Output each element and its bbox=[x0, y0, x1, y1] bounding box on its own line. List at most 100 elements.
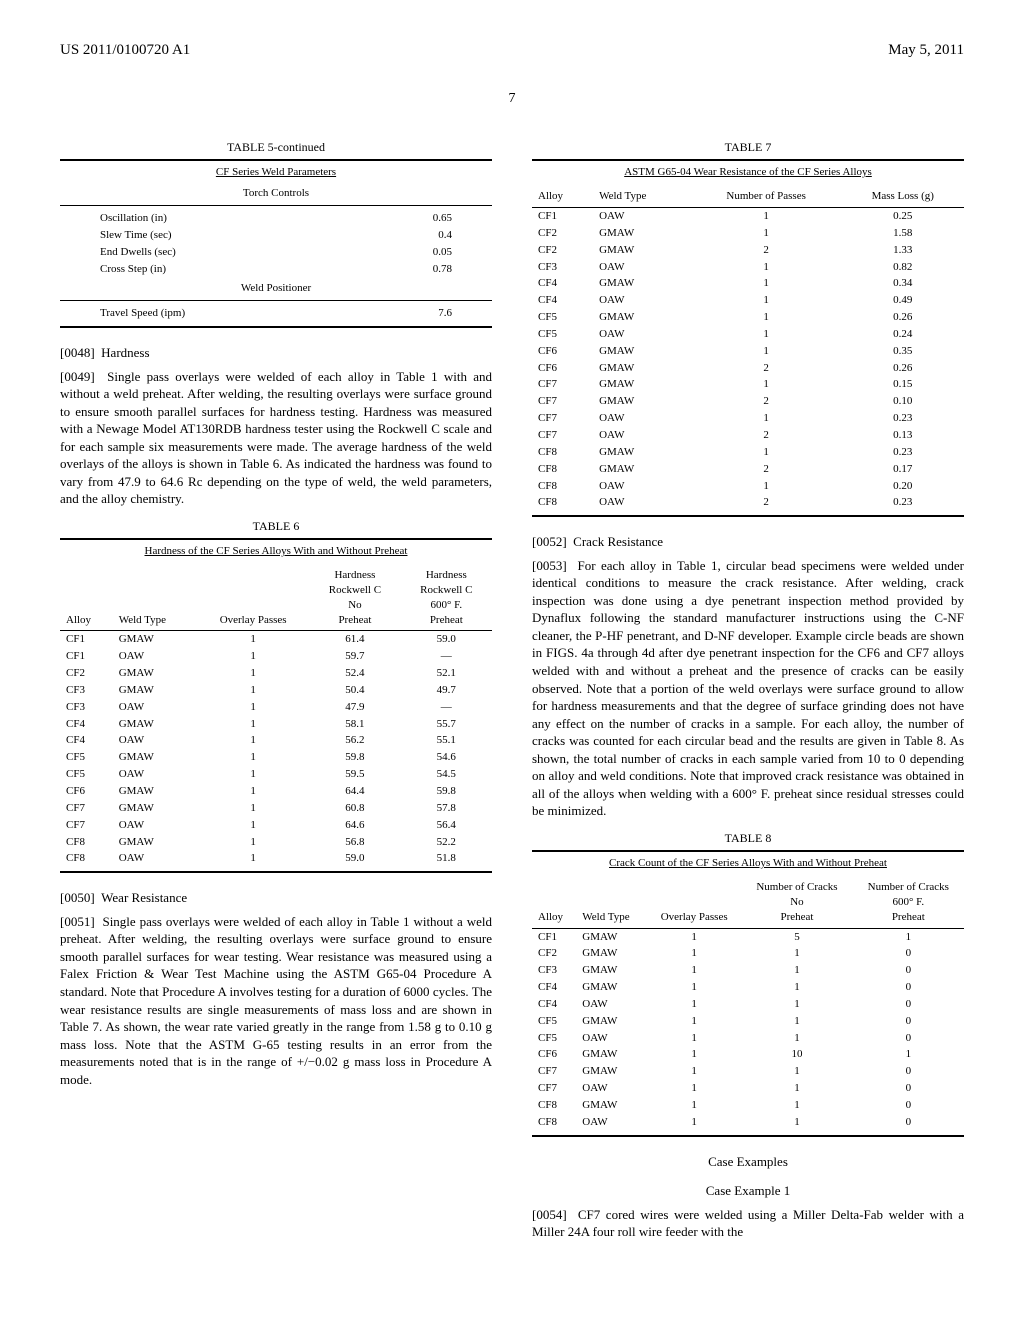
cell: OAW bbox=[576, 1114, 647, 1131]
cell: CF7 bbox=[532, 1080, 576, 1097]
cell: 1 bbox=[647, 979, 741, 996]
cell: 2 bbox=[691, 494, 842, 511]
column-number: 7 bbox=[60, 90, 964, 109]
cell: 0.35 bbox=[841, 343, 964, 360]
cell: CF1 bbox=[60, 648, 113, 665]
cell: CF3 bbox=[532, 259, 593, 276]
cell: 1 bbox=[197, 648, 309, 665]
cell: GMAW bbox=[593, 376, 691, 393]
cell: 0 bbox=[853, 1097, 964, 1114]
cell: GMAW bbox=[576, 979, 647, 996]
cell: 1 bbox=[741, 945, 852, 962]
table-row: CF6GMAW164.459.8 bbox=[60, 783, 492, 800]
cell: GMAW bbox=[576, 962, 647, 979]
cell: 56.4 bbox=[401, 817, 492, 834]
table-row: CF7GMAW110 bbox=[532, 1063, 964, 1080]
table-row: CF1OAW159.7— bbox=[60, 648, 492, 665]
table-row: CF4GMAW158.155.7 bbox=[60, 716, 492, 733]
cell: OAW bbox=[576, 1080, 647, 1097]
cell: 1 bbox=[197, 850, 309, 867]
para-text: For each alloy in Table 1, circular bead… bbox=[532, 558, 964, 819]
param-value: 0.05 bbox=[392, 245, 452, 260]
cell: 1 bbox=[853, 1046, 964, 1063]
cell: 1 bbox=[647, 962, 741, 979]
para-0054: [0054] CF7 cored wires were welded using… bbox=[532, 1206, 964, 1241]
table-row: CF2GMAW21.33 bbox=[532, 242, 964, 259]
table-5: TABLE 5-continued CF Series Weld Paramet… bbox=[60, 139, 492, 328]
para-text: Wear Resistance bbox=[101, 890, 187, 905]
cell: CF7 bbox=[532, 376, 593, 393]
table-row: CF8OAW110 bbox=[532, 1114, 964, 1131]
cell: CF4 bbox=[60, 716, 113, 733]
table-6-subtitle: Hardness of the CF Series Alloys With an… bbox=[60, 544, 492, 559]
cell: 1 bbox=[647, 1013, 741, 1030]
para-num: [0049] bbox=[60, 369, 95, 384]
table-row: CF5OAW159.554.5 bbox=[60, 766, 492, 783]
cell: OAW bbox=[113, 699, 197, 716]
para-0051: [0051] Single pass overlays were welded … bbox=[60, 913, 492, 1088]
cell: 1 bbox=[647, 996, 741, 1013]
cell: CF1 bbox=[532, 208, 593, 225]
cell: 1 bbox=[691, 259, 842, 276]
publication-date: May 5, 2011 bbox=[888, 40, 964, 60]
cell: GMAW bbox=[593, 343, 691, 360]
cell: 1 bbox=[741, 1097, 852, 1114]
cell: CF8 bbox=[532, 444, 593, 461]
cell: 58.1 bbox=[309, 716, 400, 733]
cell: 0 bbox=[853, 1030, 964, 1047]
col-header: HardnessRockwell CNoPreheat bbox=[309, 565, 400, 631]
cell: GMAW bbox=[593, 309, 691, 326]
table-row: Cross Step (in)0.78 bbox=[60, 261, 492, 278]
cell: GMAW bbox=[113, 800, 197, 817]
cell: 1 bbox=[741, 1013, 852, 1030]
cell: CF4 bbox=[532, 979, 576, 996]
col-header: Number of CracksNoPreheat bbox=[741, 877, 852, 928]
cell: OAW bbox=[113, 850, 197, 867]
cell: 1 bbox=[197, 631, 309, 648]
cell: 1 bbox=[647, 1097, 741, 1114]
cell: 1 bbox=[691, 478, 842, 495]
table-row: CF5OAW110 bbox=[532, 1030, 964, 1047]
cell: 59.5 bbox=[309, 766, 400, 783]
table-row: CF7GMAW160.857.8 bbox=[60, 800, 492, 817]
cell: CF3 bbox=[60, 682, 113, 699]
col-header: Alloy bbox=[60, 565, 113, 631]
cell: 1 bbox=[741, 1063, 852, 1080]
table-row: CF5OAW10.24 bbox=[532, 326, 964, 343]
cell: 59.8 bbox=[309, 749, 400, 766]
table-row: CF7OAW110 bbox=[532, 1080, 964, 1097]
cell: CF5 bbox=[60, 749, 113, 766]
cell: 59.0 bbox=[309, 850, 400, 867]
cell: 1 bbox=[197, 800, 309, 817]
cell: 0 bbox=[853, 996, 964, 1013]
cell: 54.5 bbox=[401, 766, 492, 783]
table-8-subtitle: Crack Count of the CF Series Alloys With… bbox=[532, 856, 964, 871]
cell: GMAW bbox=[593, 393, 691, 410]
cell: CF5 bbox=[532, 326, 593, 343]
col-header: Overlay Passes bbox=[197, 565, 309, 631]
cell: GMAW bbox=[113, 749, 197, 766]
cell: GMAW bbox=[113, 834, 197, 851]
cell: 1 bbox=[197, 817, 309, 834]
param-value: 7.6 bbox=[392, 306, 452, 321]
col-header: HardnessRockwell C600° F.Preheat bbox=[401, 565, 492, 631]
cell: GMAW bbox=[593, 444, 691, 461]
cell: 57.8 bbox=[401, 800, 492, 817]
para-num: [0050] bbox=[60, 890, 95, 905]
cell: 1 bbox=[741, 979, 852, 996]
cell: 0.49 bbox=[841, 292, 964, 309]
cell: 0 bbox=[853, 1114, 964, 1131]
table-row: CF4OAW156.255.1 bbox=[60, 732, 492, 749]
cell: 55.1 bbox=[401, 732, 492, 749]
table-8-data: AlloyWeld TypeOverlay PassesNumber of Cr… bbox=[532, 877, 964, 1131]
cell: CF2 bbox=[60, 665, 113, 682]
table-5-subtitle: CF Series Weld Parameters bbox=[60, 165, 492, 180]
cell: 1 bbox=[853, 928, 964, 945]
table-6-label: TABLE 6 bbox=[60, 518, 492, 534]
cell: 1 bbox=[647, 1030, 741, 1047]
cell: CF8 bbox=[532, 1097, 576, 1114]
cell: 1 bbox=[647, 1080, 741, 1097]
page-header: US 2011/0100720 A1 May 5, 2011 bbox=[60, 40, 964, 60]
cell: 1 bbox=[691, 410, 842, 427]
para-0049: [0049] Single pass overlays were welded … bbox=[60, 368, 492, 508]
